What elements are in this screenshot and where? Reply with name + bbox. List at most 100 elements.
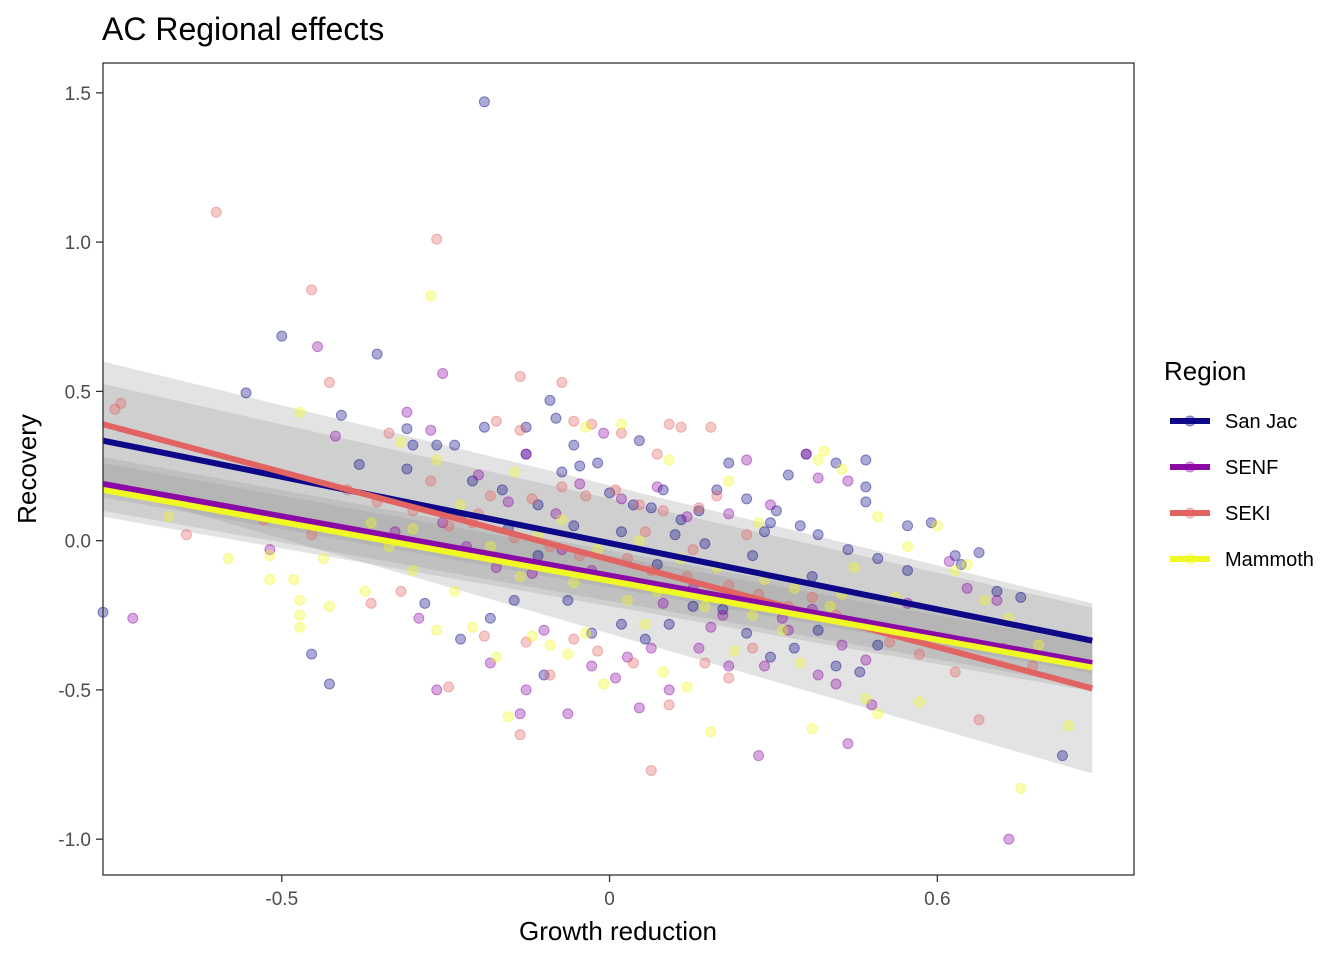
point-0-29 [532, 499, 544, 511]
point-2-16 [651, 448, 663, 460]
point-1-18 [562, 708, 574, 720]
point-0-45 [902, 520, 914, 532]
point-2-52 [520, 636, 532, 648]
y-tick-label-0: 1.5 [65, 84, 91, 105]
point-1-35 [574, 478, 586, 490]
point-3-46 [848, 562, 860, 574]
point-0-43 [842, 544, 854, 556]
point-3-37 [657, 666, 669, 678]
point-0-73 [854, 666, 866, 678]
point-3-66 [455, 499, 467, 511]
point-2-67 [383, 427, 395, 439]
point-0-52 [1056, 750, 1068, 762]
point-3-42 [776, 624, 788, 636]
point-1-2 [329, 430, 341, 442]
point-3-52 [949, 565, 961, 576]
point-1-64 [705, 621, 717, 633]
point-3-76 [872, 511, 884, 523]
point-0-68 [741, 627, 753, 639]
point-1-33 [502, 496, 514, 508]
point-0-61 [562, 594, 574, 606]
point-0-1 [276, 330, 288, 342]
point-3-35 [621, 594, 633, 606]
point-0-64 [639, 633, 651, 645]
point-1-65 [759, 660, 771, 672]
point-3-48 [872, 708, 884, 720]
y-tick-label-2: 0.5 [65, 382, 91, 403]
point-3-31 [544, 639, 556, 651]
point-1-36 [615, 493, 627, 505]
legend-key-point-0 [1184, 415, 1196, 427]
point-3-36 [639, 618, 651, 630]
point-1-61 [538, 624, 550, 636]
point-0-74 [872, 639, 884, 651]
legend-key-point-1 [1184, 461, 1196, 473]
legend: Region San Jac SENF SEKI Mammoth [1164, 356, 1314, 571]
point-3-79 [1033, 639, 1045, 651]
point-3-72 [222, 553, 234, 565]
point-3-25 [431, 624, 443, 636]
point-3-78 [979, 594, 991, 606]
point-3-29 [502, 711, 514, 723]
point-1-49 [657, 597, 669, 609]
point-3-27 [466, 621, 478, 633]
legend-title: Region [1164, 356, 1246, 386]
point-0-24 [401, 463, 413, 475]
legend-label-1: SENF [1225, 457, 1278, 479]
point-1-13 [413, 612, 425, 624]
point-2-63 [180, 529, 192, 541]
point-1-10 [842, 475, 854, 487]
point-2-59 [699, 657, 711, 669]
point-0-78 [615, 526, 627, 538]
point-1-59 [961, 582, 973, 594]
point-0-86 [764, 517, 776, 529]
point-1-8 [800, 448, 812, 460]
point-0-80 [699, 538, 711, 550]
point-0-14 [633, 435, 645, 447]
point-0-54 [306, 648, 318, 660]
fit-lines [102, 421, 1094, 692]
point-2-3 [323, 376, 335, 388]
point-1-24 [723, 660, 735, 672]
point-1-20 [621, 651, 633, 663]
point-2-39 [806, 591, 818, 603]
plot-panel [97, 62, 1135, 876]
point-0-72 [830, 660, 842, 672]
legend-key-point-2 [1184, 507, 1196, 519]
ci-band-2 [103, 361, 1093, 774]
point-0-42 [812, 529, 824, 541]
point-2-51 [478, 630, 490, 642]
point-3-75 [407, 523, 419, 535]
point-1-34 [550, 508, 562, 520]
x-tick-label-2: 0.6 [924, 889, 950, 910]
point-0-57 [455, 633, 467, 645]
point-3-59 [633, 535, 645, 547]
scatter-points [97, 96, 1074, 845]
point-3-55 [1062, 720, 1074, 732]
point-3-63 [788, 582, 800, 594]
point-3-11 [812, 454, 824, 466]
fit-line-1 [102, 480, 1093, 666]
legend-label-0: San Jac [1225, 411, 1297, 433]
point-2-56 [627, 657, 639, 669]
point-2-21 [610, 484, 622, 496]
fit-line-3 [102, 486, 1093, 671]
point-0-85 [669, 529, 681, 541]
point-0-49 [973, 547, 985, 559]
point-0-2 [371, 348, 383, 360]
point-3-33 [580, 627, 592, 639]
point-2-55 [592, 645, 604, 657]
point-2-7 [109, 403, 121, 415]
point-2-11 [586, 418, 598, 430]
point-0-41 [794, 520, 806, 532]
point-0-36 [693, 505, 705, 517]
point-3-54 [1015, 782, 1027, 794]
x-axis: -0.5 0 0.6 [265, 875, 951, 910]
point-2-9 [514, 424, 526, 436]
point-3-10 [818, 445, 830, 457]
point-2-23 [657, 505, 669, 517]
point-1-28 [830, 678, 842, 690]
point-3-51 [902, 541, 914, 553]
point-2-58 [663, 699, 675, 711]
point-3-43 [794, 657, 806, 669]
